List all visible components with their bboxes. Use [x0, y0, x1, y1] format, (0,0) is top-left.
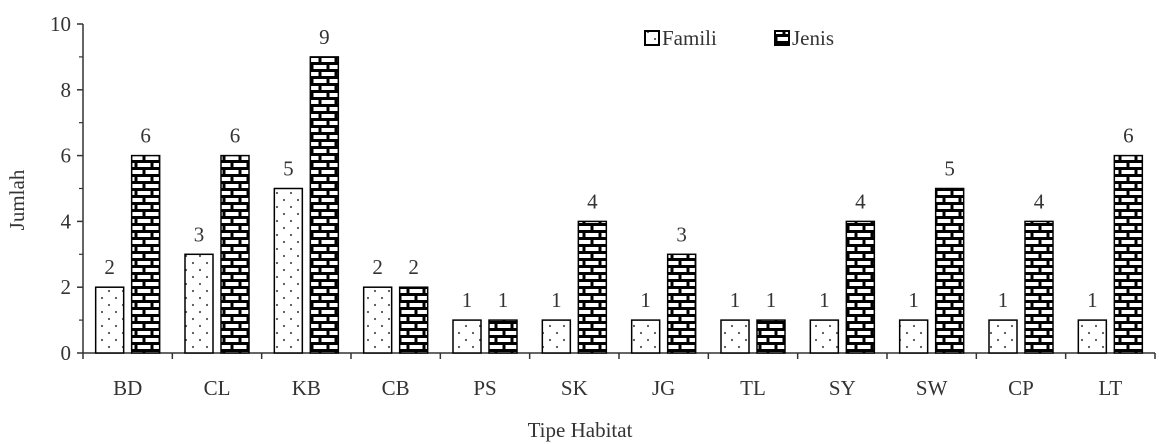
- bar-famili: [362, 286, 393, 354]
- x-tick-label: TL: [740, 376, 766, 400]
- bar-famili: [541, 319, 572, 354]
- bar-jenis: [309, 56, 340, 354]
- bars: [94, 56, 1144, 354]
- bar-jenis: [577, 220, 608, 354]
- y-tick-label: 10: [50, 12, 71, 36]
- bar-jenis: [756, 319, 786, 354]
- bar-jenis: [1024, 220, 1054, 354]
- bar-famili: [1077, 319, 1108, 354]
- data-label-famili: 1: [908, 288, 919, 312]
- bar-famili: [452, 319, 482, 354]
- x-tick-label: SW: [916, 376, 948, 400]
- data-label-famili: 1: [551, 288, 562, 312]
- data-label-famili: 3: [194, 222, 205, 246]
- y-axis-title: Jumlah: [5, 169, 29, 230]
- x-tick-label: CB: [382, 376, 410, 400]
- bar-famili: [720, 319, 750, 354]
- data-label-famili: 1: [462, 288, 473, 312]
- data-label-famili: 5: [283, 157, 294, 181]
- x-tick-label: SY: [829, 376, 856, 400]
- x-axis-title: Tipe Habitat: [528, 418, 633, 442]
- data-label-famili: 1: [819, 288, 830, 312]
- y-tick-label: 4: [61, 209, 72, 233]
- bar-jenis: [666, 253, 697, 354]
- data-label-jenis: 1: [498, 288, 509, 312]
- bar-famili: [809, 319, 840, 354]
- y-tick-label: 8: [61, 78, 72, 102]
- bar-jenis: [220, 154, 250, 354]
- x-tick-label: BD: [113, 376, 142, 400]
- data-label-jenis: 9: [319, 25, 330, 49]
- data-label-jenis: 4: [855, 189, 866, 213]
- data-label-jenis: 6: [1123, 124, 1134, 148]
- legend: Famili Jenis: [644, 26, 834, 50]
- data-label-jenis: 4: [587, 189, 598, 213]
- data-label-famili: 1: [640, 288, 651, 312]
- bar-jenis: [845, 220, 876, 354]
- data-label-jenis: 6: [230, 124, 241, 148]
- x-tick-label: JG: [652, 376, 675, 400]
- legend-swatch-jenis: [774, 30, 790, 46]
- bar-famili: [988, 319, 1018, 354]
- data-labels: 2 6 3 6 5 9 2 2 1 1 1 4 1 3 1 1 1 4 1 5 1 4 1 6: [104, 25, 1133, 312]
- x-tick-label: LT: [1098, 376, 1122, 400]
- data-label-famili: 1: [1087, 288, 1098, 312]
- bar-jenis: [488, 319, 518, 354]
- data-label-jenis: 2: [408, 255, 419, 279]
- data-label-famili: 1: [998, 288, 1009, 312]
- bar-jenis: [130, 154, 161, 354]
- bar-famili: [184, 253, 214, 354]
- data-label-jenis: 6: [140, 124, 151, 148]
- bar-famili: [630, 319, 661, 354]
- bar-jenis: [1113, 154, 1144, 354]
- data-label-jenis: 1: [766, 288, 777, 312]
- x-tick-label: SK: [561, 376, 588, 400]
- legend-label-jenis: Jenis: [792, 26, 834, 50]
- data-label-jenis: 3: [676, 222, 687, 246]
- legend-label-famili: Famili: [662, 26, 717, 50]
- data-label-jenis: 4: [1034, 189, 1045, 213]
- data-label-famili: 2: [372, 255, 383, 279]
- y-tick-label: 6: [61, 144, 72, 168]
- x-axis: BD CL KB CB PS SK JG TL SY SW CP LT: [82, 352, 1156, 400]
- y-tick-label: 2: [61, 275, 72, 299]
- x-tick-label: PS: [473, 376, 496, 400]
- y-axis: 0 2 4 6 8 10: [50, 12, 84, 365]
- bar-jenis: [934, 187, 965, 354]
- bar-famili: [273, 187, 304, 354]
- data-label-famili: 1: [730, 288, 741, 312]
- x-tick-label: KB: [292, 376, 321, 400]
- y-tick-label: 0: [61, 341, 72, 365]
- bar-jenis: [398, 286, 429, 354]
- data-label-famili: 2: [104, 255, 115, 279]
- data-label-jenis: 5: [944, 157, 955, 181]
- legend-swatch-famili: [644, 30, 660, 46]
- bar-famili: [898, 319, 929, 354]
- x-tick-label: CP: [1008, 376, 1034, 400]
- x-tick-label: CL: [204, 376, 231, 400]
- bar-famili: [94, 286, 125, 354]
